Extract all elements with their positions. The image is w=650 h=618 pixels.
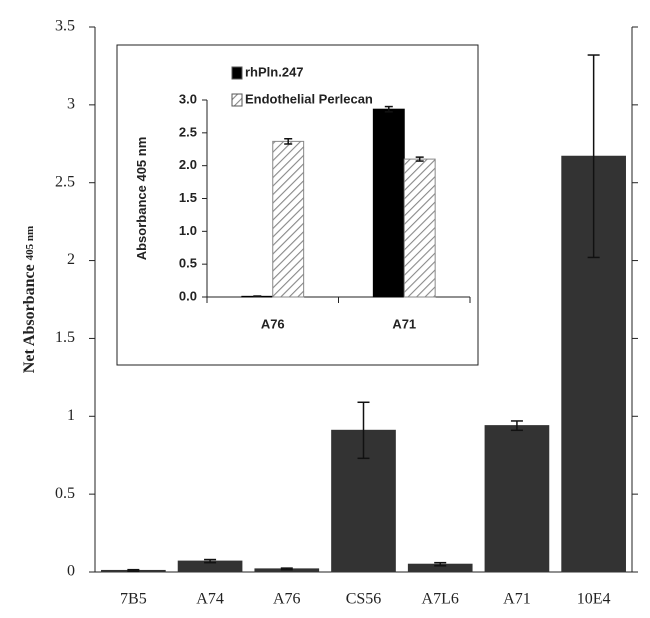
y-axis-label: Net Absorbance 405 nm bbox=[21, 226, 38, 373]
x-tick-label: A76 bbox=[273, 591, 301, 608]
y-axis-label-main: Absorbance 405 nm bbox=[134, 137, 149, 261]
y-tick-label: 0.0 bbox=[179, 288, 197, 303]
y-tick-label: 1.0 bbox=[179, 223, 197, 238]
legend-swatch bbox=[231, 66, 243, 80]
y-axis-label-main: Net Absorbance bbox=[21, 264, 38, 373]
x-tick-label: A7L6 bbox=[422, 591, 459, 608]
y-tick-label: 3.5 bbox=[55, 18, 75, 35]
bar bbox=[484, 425, 550, 573]
y-tick-label: 1 bbox=[67, 407, 75, 424]
y-tick-label: 0.5 bbox=[55, 485, 75, 502]
x-tick-label: 10E4 bbox=[577, 591, 611, 608]
y-tick-label: 0 bbox=[67, 563, 75, 580]
y-tick-label: 2.5 bbox=[179, 124, 197, 139]
y-tick-label: 0.5 bbox=[179, 256, 197, 271]
x-tick-label: A71 bbox=[503, 591, 531, 608]
legend-label: Endothelial Perlecan bbox=[245, 91, 373, 106]
y-tick-label: 2 bbox=[67, 251, 75, 268]
legend-label: rhPln.247 bbox=[245, 64, 304, 79]
inset-chart: 0.0 0.5 1.0 1.5 2.0 2.5 3.0 Absorbance 405 nm rh… bbox=[134, 64, 471, 331]
x-tick-label: A71 bbox=[392, 316, 416, 331]
legend-swatch bbox=[231, 93, 243, 107]
y-axis-label-sub: 405 nm bbox=[24, 226, 36, 261]
y-axis-label: Absorbance 405 nm bbox=[134, 137, 149, 261]
y-tick-label: 3.0 bbox=[179, 91, 197, 106]
y-tick-label: 2.0 bbox=[179, 157, 197, 172]
bar bbox=[272, 140, 305, 298]
x-tick-label: CS56 bbox=[346, 591, 382, 608]
bar bbox=[372, 108, 405, 298]
y-tick-label: 1.5 bbox=[179, 190, 197, 205]
y-tick-label: 1.5 bbox=[55, 329, 75, 346]
y-tick-label: 3 bbox=[67, 96, 75, 113]
y-tick-label: 2.5 bbox=[55, 173, 75, 190]
main-chart: 0 0.5 1 1.5 2 2.5 3 3.5 Net Absorbance 405 nm 7B5… bbox=[21, 18, 638, 608]
bar bbox=[403, 158, 436, 298]
x-tick-label: A76 bbox=[261, 316, 285, 331]
x-tick-label: A74 bbox=[196, 591, 224, 608]
x-tick-label: 7B5 bbox=[120, 591, 147, 608]
